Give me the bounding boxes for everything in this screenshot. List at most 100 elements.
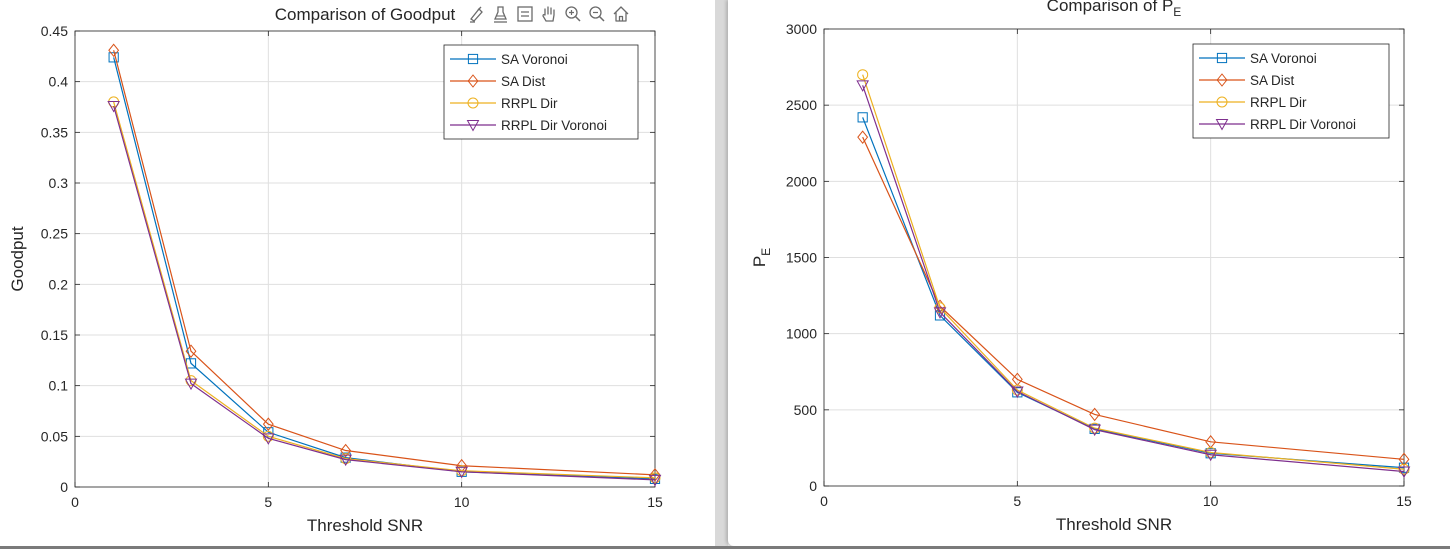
- series-line: [113, 105, 656, 481]
- data-point-marker: [857, 112, 868, 123]
- legend-label: SA Dist: [1250, 73, 1295, 88]
- y-tick-label: 0.1: [49, 378, 69, 394]
- data-point-marker: [108, 52, 119, 63]
- y-axis-label-subscript: E: [759, 248, 773, 256]
- x-axis: 0 5 10 15: [820, 29, 1412, 509]
- data-point-marker: [649, 468, 661, 482]
- x-axis: 0 5 10 15: [71, 31, 663, 510]
- y-tick-label: 0: [60, 479, 68, 495]
- legend-marker: [467, 53, 479, 65]
- y-tick-label: 0.4: [49, 74, 69, 90]
- data-point-marker: [1398, 452, 1410, 467]
- x-tick-label: 15: [647, 494, 663, 510]
- x-tick-label: 10: [454, 494, 470, 510]
- legend: SA Voronoi SA Dist RRPL Dir RRPL Dir Vorono…: [443, 44, 639, 140]
- data-point-marker: [108, 43, 120, 58]
- data-point-marker: [856, 80, 870, 92]
- legend-marker: [1216, 52, 1228, 64]
- data-point-marker: [455, 466, 469, 479]
- legend-marker: [1216, 96, 1228, 108]
- window-divider: [715, 0, 728, 549]
- series-line: [113, 101, 656, 479]
- data-point-marker: [340, 443, 352, 458]
- data-point-marker: [1204, 449, 1218, 462]
- legend-label: SA Dist: [501, 74, 546, 89]
- brush-icon[interactable]: [466, 3, 488, 25]
- pan-hand-icon[interactable]: [538, 3, 560, 25]
- taskbar-strip: [0, 546, 1450, 549]
- series-rrpl-dir-voronoi: [856, 80, 1411, 479]
- data-point-marker: [262, 417, 274, 431]
- data-point-marker: [1088, 424, 1102, 437]
- data-point-marker: [184, 378, 198, 391]
- x-tick-label: 5: [264, 494, 272, 510]
- data-tips-icon[interactable]: [490, 3, 512, 25]
- x-tick-label: 0: [71, 494, 79, 510]
- data-point-marker: [1398, 463, 1410, 475]
- y-tick-label: 0.3: [49, 175, 69, 191]
- y-tick-label: 0.05: [41, 428, 68, 444]
- series-line: [113, 50, 656, 476]
- x-tick-label: 0: [820, 493, 828, 509]
- legend-marker: [467, 97, 479, 109]
- x-tick-label: 15: [1396, 493, 1412, 509]
- legend-icon[interactable]: [514, 3, 536, 25]
- y-axis-label: PE: [750, 248, 773, 267]
- legend-item: SA Dist: [450, 74, 546, 89]
- home-icon[interactable]: [610, 3, 632, 25]
- x-axis-label: Threshold SNR: [307, 516, 423, 535]
- legend-marker: [466, 120, 480, 132]
- data-point-marker: [1089, 422, 1101, 434]
- y-tick-label: 500: [794, 402, 818, 418]
- y-tick-label: 2000: [786, 173, 817, 189]
- legend-label: RRPL Dir: [501, 96, 558, 111]
- legend-box: [443, 44, 639, 140]
- legend-item: RRPL Dir: [450, 96, 558, 111]
- chart-title: Comparison of PE: [1047, 0, 1182, 19]
- data-point-marker: [1397, 466, 1411, 479]
- legend-item: RRPL Dir Voronoi: [450, 118, 607, 133]
- y-tick-label: 1000: [786, 326, 817, 342]
- series-sa-dist: [108, 43, 661, 482]
- legend-marker: [1216, 73, 1228, 87]
- axes-box: [74, 30, 656, 488]
- data-point-marker: [107, 100, 121, 113]
- y-tick-label: 0.45: [41, 23, 68, 39]
- legend-label: RRPL Dir Voronoi: [1250, 117, 1356, 132]
- y-tick-label: 3000: [786, 21, 817, 37]
- data-point-marker: [857, 130, 869, 144]
- y-tick-label: 0.2: [49, 276, 69, 292]
- legend-item: SA Voronoi: [1199, 51, 1317, 66]
- chart-pe: 0 5 10 15 0 500 1000 1500 2000 2500 3000 Threshold …: [750, 0, 1412, 534]
- legend-label: RRPL Dir Voronoi: [501, 118, 607, 133]
- legend-item: RRPL Dir Voronoi: [1199, 117, 1356, 132]
- y-tick-label: 0: [809, 478, 817, 494]
- chart-title-subscript: E: [1173, 5, 1181, 19]
- x-axis-label: Threshold SNR: [1056, 515, 1172, 534]
- zoom-out-icon[interactable]: [586, 3, 608, 25]
- legend-item: SA Voronoi: [450, 52, 568, 67]
- data-point-marker: [339, 454, 353, 467]
- data-point-marker: [261, 433, 275, 445]
- zoom-in-icon[interactable]: [562, 3, 584, 25]
- data-point-marker: [649, 472, 661, 484]
- data-point-marker: [1205, 446, 1217, 458]
- y-tick-label: 0.35: [41, 124, 68, 140]
- y-axis-label: Goodput: [8, 226, 27, 291]
- data-point-marker: [1089, 407, 1101, 422]
- figure-window-pe: 0 5 10 15 0 500 1000 1500 2000 2500 3000 Threshold …: [728, 0, 1450, 546]
- y-tick-label: 0.25: [41, 226, 68, 242]
- legend-item: RRPL Dir: [1199, 95, 1307, 110]
- series-rrpl-dir-voronoi: [107, 100, 662, 487]
- chart-goodput: 0 5 10 15 0 0.05 0.1 0.15 0.2 0.25 0.3 0.35 0.4 0.45 T…: [8, 5, 663, 535]
- series-line: [862, 136, 1405, 460]
- data-point-marker: [857, 69, 869, 81]
- data-point-marker: [933, 307, 947, 319]
- legend-marker: [467, 74, 479, 88]
- x-tick-label: 10: [1203, 493, 1219, 509]
- x-tick-label: 5: [1013, 493, 1021, 509]
- y-tick-label: 1500: [786, 250, 817, 266]
- series-line: [862, 74, 1405, 470]
- data-point-marker: [1010, 386, 1024, 399]
- legend-label: SA Voronoi: [1250, 51, 1317, 66]
